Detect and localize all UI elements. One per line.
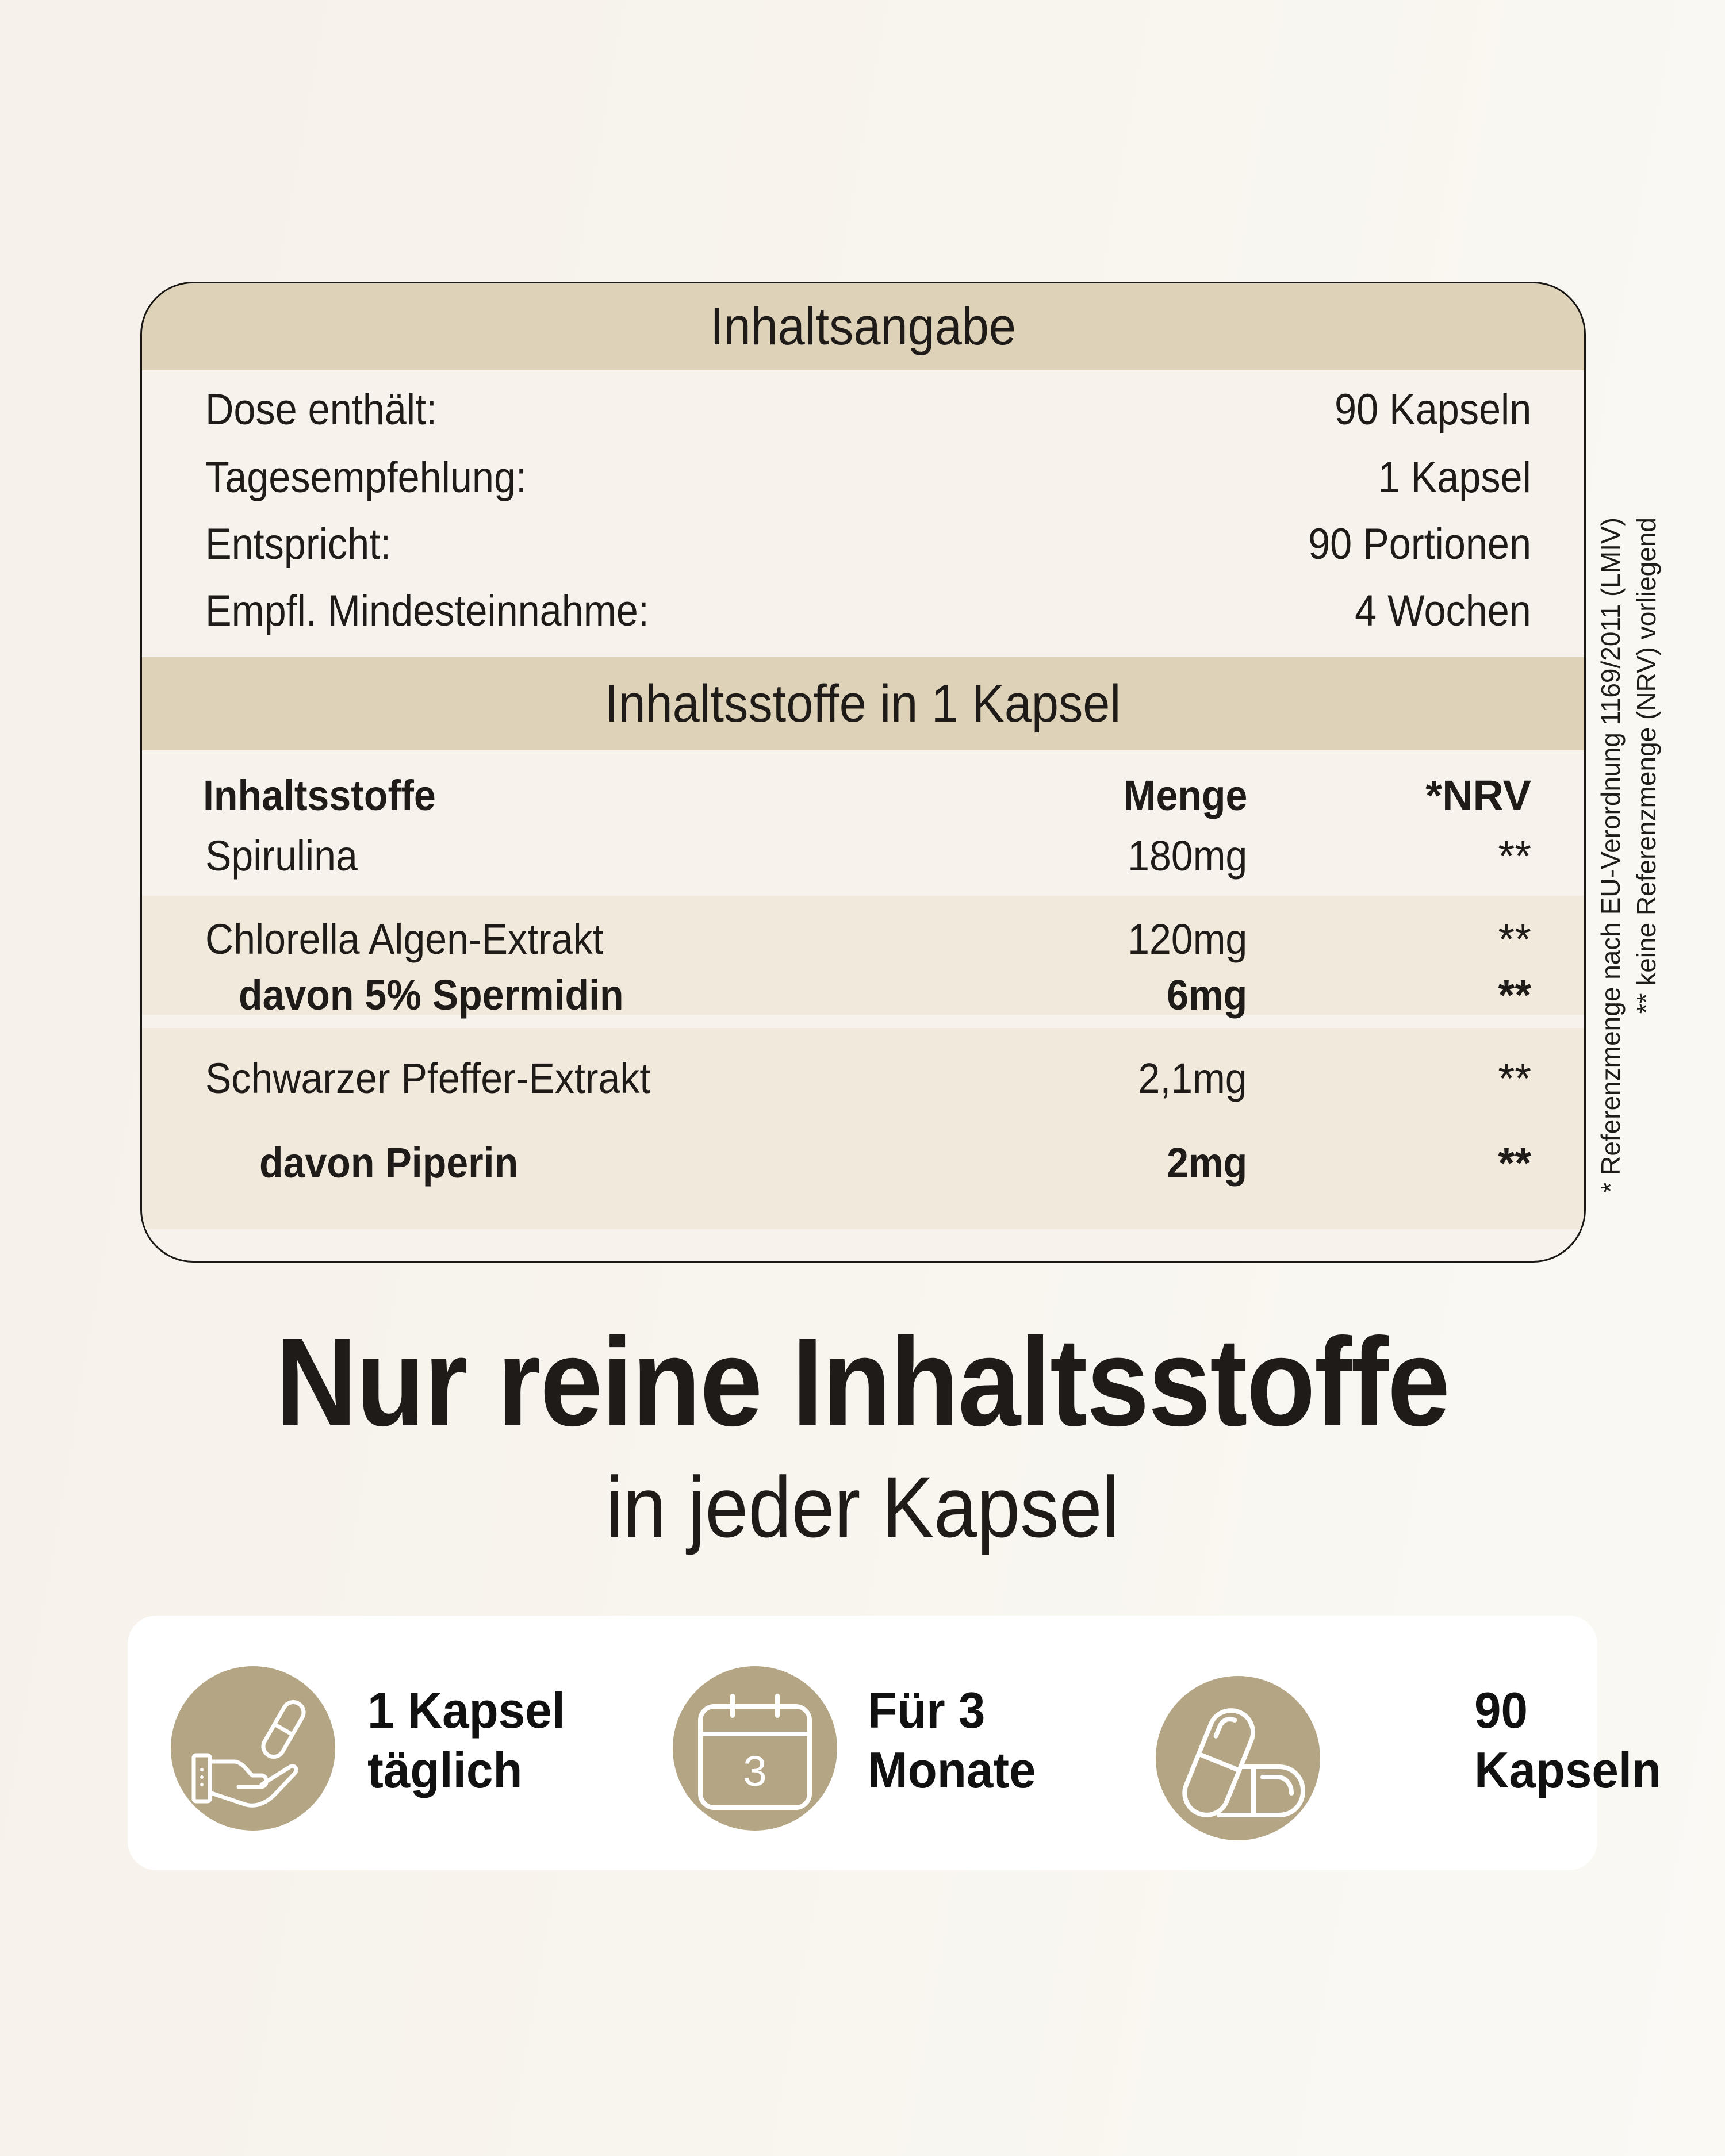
feature-text: 90 Kapseln — [1474, 1681, 1671, 1800]
ingredient-nrv: ** — [1498, 971, 1531, 1019]
headline: Nur reine Inhaltsstoffe — [0, 1311, 1725, 1455]
info-row: Entspricht: 90 Portionen — [205, 510, 1531, 578]
info-label: Dose enthält: — [205, 385, 438, 434]
feature-line2: Kapseln — [1474, 1741, 1662, 1798]
feature-bar: 1 Kapsel täglich 3 Für 3 Monate — [128, 1616, 1661, 1870]
card-header-band: Inhaltsangabe — [142, 283, 1584, 370]
row-group-background — [142, 896, 1584, 1015]
calendar-icon: 3 — [673, 1666, 837, 1831]
ingredient-amount: 6mg — [1167, 971, 1247, 1019]
subheadline-text: in jeder Kapsel — [605, 1459, 1120, 1555]
ingredient-amount: 180mg — [1127, 832, 1247, 880]
info-label: Entspricht: — [205, 519, 392, 569]
info-label: Empfl. Mindesteinnahme: — [205, 586, 649, 635]
ingredient-amount: 2,1mg — [1138, 1054, 1247, 1102]
ingredient-amount: 2mg — [1167, 1139, 1247, 1187]
ingredient-nrv: ** — [1498, 1139, 1531, 1187]
info-row: Dose enthält: 90 Kapseln — [205, 375, 1531, 443]
section-header-band: Inhaltsstoffe in 1 Kapsel — [142, 657, 1584, 750]
feature-line1: Für 3 — [868, 1682, 986, 1739]
ingredient-name: davon Piperin — [259, 1139, 519, 1187]
feature-line2: täglich — [367, 1741, 523, 1798]
ingredient-nrv: ** — [1498, 915, 1531, 963]
info-row: Empfl. Mindesteinnahme: 4 Wochen — [205, 577, 1531, 645]
feature-text: Für 3 Monate — [868, 1681, 1045, 1800]
ingredient-nrv: ** — [1498, 832, 1531, 880]
ingredient-name: Spirulina — [205, 832, 358, 880]
info-label: Tagesempfehlung: — [205, 452, 527, 502]
feature-quantity: 90 Kapseln — [1111, 1616, 1661, 1870]
feature-daily-dose: 1 Kapsel täglich — [128, 1616, 588, 1870]
info-value: 4 Wochen — [1355, 586, 1531, 635]
footnote-no-reference: ** keine Referenzmenge (NRV) vorliegend — [1631, 517, 1661, 1014]
feature-line1: 90 — [1474, 1682, 1528, 1739]
row-group-background — [142, 1028, 1584, 1229]
header-amount: Menge — [1123, 772, 1247, 819]
footnotes: * Referenzmenge nach EU-Verordnung 1169/… — [1593, 517, 1662, 1282]
ingredient-name: davon 5% Spermidin — [239, 971, 624, 1019]
subheadline: in jeder Kapsel — [0, 1457, 1725, 1557]
section-title: Inhaltsstoffe in 1 Kapsel — [605, 674, 1121, 733]
capsules-icon — [1156, 1676, 1320, 1840]
ingredient-name: Schwarzer Pfeffer-Extrakt — [205, 1054, 651, 1102]
info-value: 90 Kapseln — [1334, 385, 1531, 434]
feature-duration: 3 Für 3 Monate — [628, 1616, 1088, 1870]
headline-text: Nur reine Inhaltsstoffe — [275, 1313, 1451, 1452]
info-value: 1 Kapsel — [1378, 452, 1531, 502]
header-nrv: *NRV — [1425, 772, 1531, 819]
footnote-nrv-reference: * Referenzmenge nach EU-Verordnung 1169/… — [1596, 517, 1626, 1193]
header-ingredient: Inhaltsstoffe — [203, 772, 436, 819]
card-header-title: Inhaltsangabe — [710, 297, 1016, 356]
info-row: Tagesempfehlung: 1 Kapsel — [205, 443, 1531, 511]
ingredient-amount: 120mg — [1127, 915, 1247, 963]
ingredient-name: Chlorella Algen-Extrakt — [205, 915, 604, 963]
feature-line1: 1 Kapsel — [367, 1682, 565, 1739]
feature-text: 1 Kapsel täglich — [367, 1681, 576, 1800]
ingredient-nrv: ** — [1498, 1054, 1531, 1102]
feature-line2: Monate — [868, 1741, 1036, 1798]
nutrition-card: Inhaltsangabe Dose enthält: 90 Kapseln T… — [140, 282, 1586, 1263]
svg-text:3: 3 — [743, 1747, 766, 1795]
info-value: 90 Portionen — [1308, 519, 1531, 569]
hand-capsule-icon — [171, 1666, 335, 1831]
